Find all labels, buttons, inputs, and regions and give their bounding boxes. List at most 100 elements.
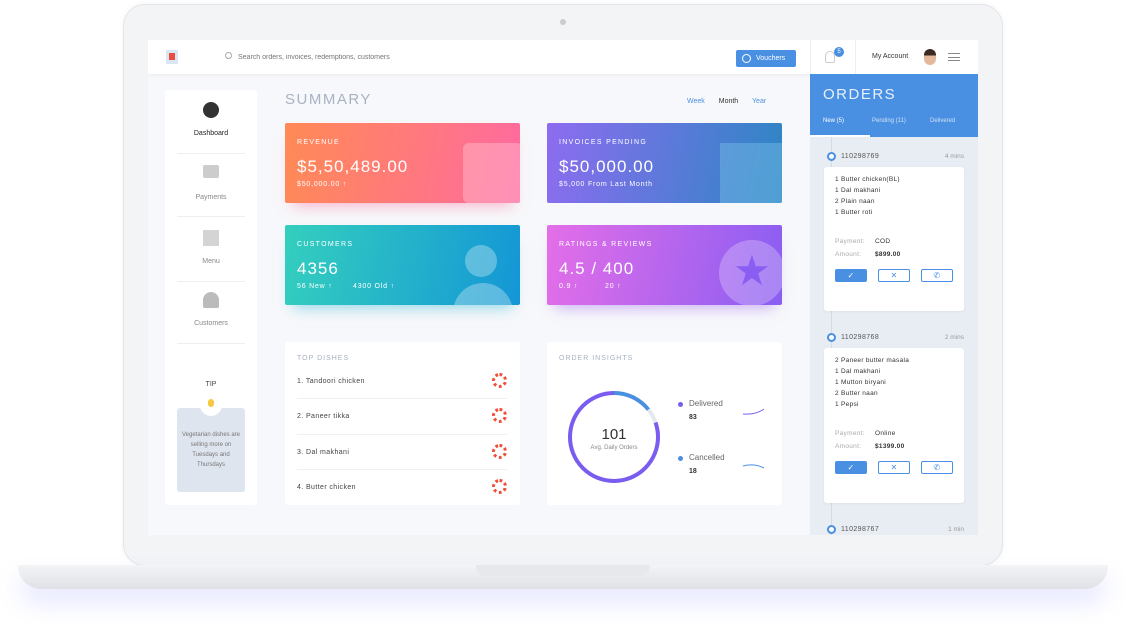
stat-sub: $50,000.00 ↑ (297, 181, 348, 188)
orders-panel: ORDERS New (5) Pending (11) Delivered 11… (810, 74, 978, 535)
tab-delivered[interactable]: Delivered (930, 118, 956, 124)
dish-chart-icon (492, 479, 507, 494)
payment-label: Payment: (835, 430, 865, 437)
sidebar-item-payments[interactable]: Payments (177, 165, 245, 217)
order-card[interactable]: 2 Paneer butter masala 1 Dal makhani 1 Mut… (824, 348, 964, 503)
order-insights-card: ORDER INSIGHTS 101 Avg. Daily Orders Del… (547, 342, 782, 505)
order-item: 1 Pepsi (835, 401, 859, 408)
reject-order-button[interactable]: ✕ (878, 269, 910, 282)
order-card[interactable]: 1 Butter chicken(BL) 1 Dal makhani 2 Plain… (824, 167, 964, 311)
delivered-sparkline (742, 408, 765, 415)
dashboard-gauge-icon (203, 102, 219, 118)
card-title: ORDER INSIGHTS (559, 355, 634, 362)
search-icon (225, 52, 232, 59)
dish-chart-icon (492, 373, 507, 388)
tab-year[interactable]: Year (752, 98, 767, 105)
reject-order-button[interactable]: ✕ (878, 461, 910, 474)
dish-item[interactable]: 3. Dal makhani (297, 444, 507, 459)
cancelled-value: 18 (689, 468, 697, 475)
order-item: 1 Dal makhani (835, 368, 881, 375)
call-customer-button[interactable]: ✆ (921, 461, 953, 474)
order-item: 2 Butter naan (835, 390, 878, 397)
hamburger-menu-icon[interactable] (948, 53, 960, 61)
stat-value: $50,000.00 (559, 157, 655, 176)
receipt-icon (720, 143, 782, 203)
search-input[interactable] (238, 50, 538, 64)
period-tabs: Week Month Year (687, 98, 766, 105)
stat-sub-a: 0.9 ↑ (559, 283, 579, 290)
sidebar-label: Payments (195, 194, 227, 201)
customers-card[interactable]: CUSTOMERS 4356 56 New ↑ 4300 Old ↑ (285, 225, 520, 305)
order-item: 2 Plain naan (835, 198, 875, 205)
ratings-card[interactable]: ★ RATINGS & REVIEWS 4.5 / 400 0.9 ↑ 20 ↑ (547, 225, 782, 305)
stat-sub-b: 20 ↑ (605, 283, 622, 290)
amount-label: Amount: (835, 251, 862, 258)
customers-icon (465, 245, 497, 277)
amount-label: Amount: (835, 443, 862, 450)
app-logo[interactable] (166, 50, 178, 64)
stat-value: 4356 (297, 259, 339, 278)
order-id[interactable]: 110298769 (841, 153, 880, 160)
active-tab-indicator (810, 135, 870, 137)
dish-chart-icon (492, 408, 507, 423)
app-screen: Vouchers 5 My Account Dashboard Payments… (148, 40, 978, 535)
sidebar-item-dashboard[interactable]: Dashboard (177, 102, 245, 154)
stat-value: $5,50,489.00 (297, 157, 409, 176)
dish-name: 4. Butter chicken (297, 484, 356, 491)
order-item: 1 Butter chicken(BL) (835, 176, 900, 183)
tab-week[interactable]: Week (687, 98, 705, 105)
avatar[interactable] (924, 49, 936, 65)
stat-label: INVOICES PENDING (559, 139, 648, 146)
order-item: 1 Dal makhani (835, 187, 881, 194)
notification-badge: 5 (834, 47, 844, 57)
sidebar-label: Customers (194, 320, 228, 327)
sidebar-item-menu[interactable]: Menu (177, 230, 245, 282)
amount-value: $899.00 (875, 251, 901, 258)
sidebar: Dashboard Payments Menu Customers TIP Ve… (165, 90, 257, 505)
order-item: 1 Mutton biryani (835, 379, 887, 386)
order-timeline-dot (827, 152, 836, 161)
order-item: 2 Paneer butter masala (835, 357, 910, 364)
order-timeline-dot (827, 525, 836, 534)
order-item: 1 Butter roti (835, 209, 873, 216)
dish-item[interactable]: 2. Paneer tikka (297, 408, 507, 423)
orders-header: ORDERS New (5) Pending (11) Delivered (810, 74, 978, 137)
dish-item[interactable]: 1. Tandoori chicken (297, 373, 507, 388)
wallet-icon (463, 143, 520, 203)
vouchers-button[interactable]: Vouchers (736, 50, 796, 67)
order-id[interactable]: 110298767 (841, 526, 880, 533)
voucher-icon (742, 54, 751, 63)
accept-order-button[interactable]: ✓ (835, 461, 867, 474)
sidebar-label: Menu (202, 258, 220, 265)
tab-new[interactable]: New (5) (823, 118, 845, 124)
bell-icon[interactable] (825, 51, 835, 63)
stat-sub-new: 56 New ↑ (297, 283, 333, 290)
dish-chart-icon (492, 444, 507, 459)
stat-label: CUSTOMERS (297, 241, 354, 248)
page-title: SUMMARY (285, 91, 372, 108)
donut-cancelled-arc (568, 391, 660, 483)
order-time: 4 mins (944, 153, 964, 160)
tab-pending[interactable]: Pending (11) (872, 118, 906, 124)
sidebar-item-customers[interactable]: Customers (177, 292, 245, 344)
avg-orders-caption: Avg. Daily Orders (590, 445, 638, 451)
my-account-link[interactable]: My Account (872, 53, 909, 60)
call-customer-button[interactable]: ✆ (921, 269, 953, 282)
stat-label: REVENUE (297, 139, 340, 146)
dish-item[interactable]: 4. Butter chicken (297, 479, 507, 494)
top-dishes-card: TOP DISHES 1. Tandoori chicken 2. Paneer… (285, 342, 520, 505)
laptop-notch (476, 565, 650, 576)
order-timeline-dot (827, 333, 836, 342)
tip-title: TIP (205, 381, 217, 388)
dish-name: 2. Paneer tikka (297, 413, 350, 420)
tab-month[interactable]: Month (718, 98, 739, 105)
stat-label: RATINGS & REVIEWS (559, 241, 653, 248)
customers-icon (203, 292, 219, 308)
cancelled-label: Cancelled (689, 453, 725, 462)
accept-order-button[interactable]: ✓ (835, 269, 867, 282)
sidebar-label: Dashboard (193, 130, 229, 137)
dish-name: 1. Tandoori chicken (297, 378, 365, 385)
invoices-card[interactable]: INVOICES PENDING $50,000.00 $5,000 From … (547, 123, 782, 203)
revenue-card[interactable]: REVENUE $5,50,489.00 $50,000.00 ↑ (285, 123, 520, 203)
order-id[interactable]: 110298768 (841, 334, 880, 341)
